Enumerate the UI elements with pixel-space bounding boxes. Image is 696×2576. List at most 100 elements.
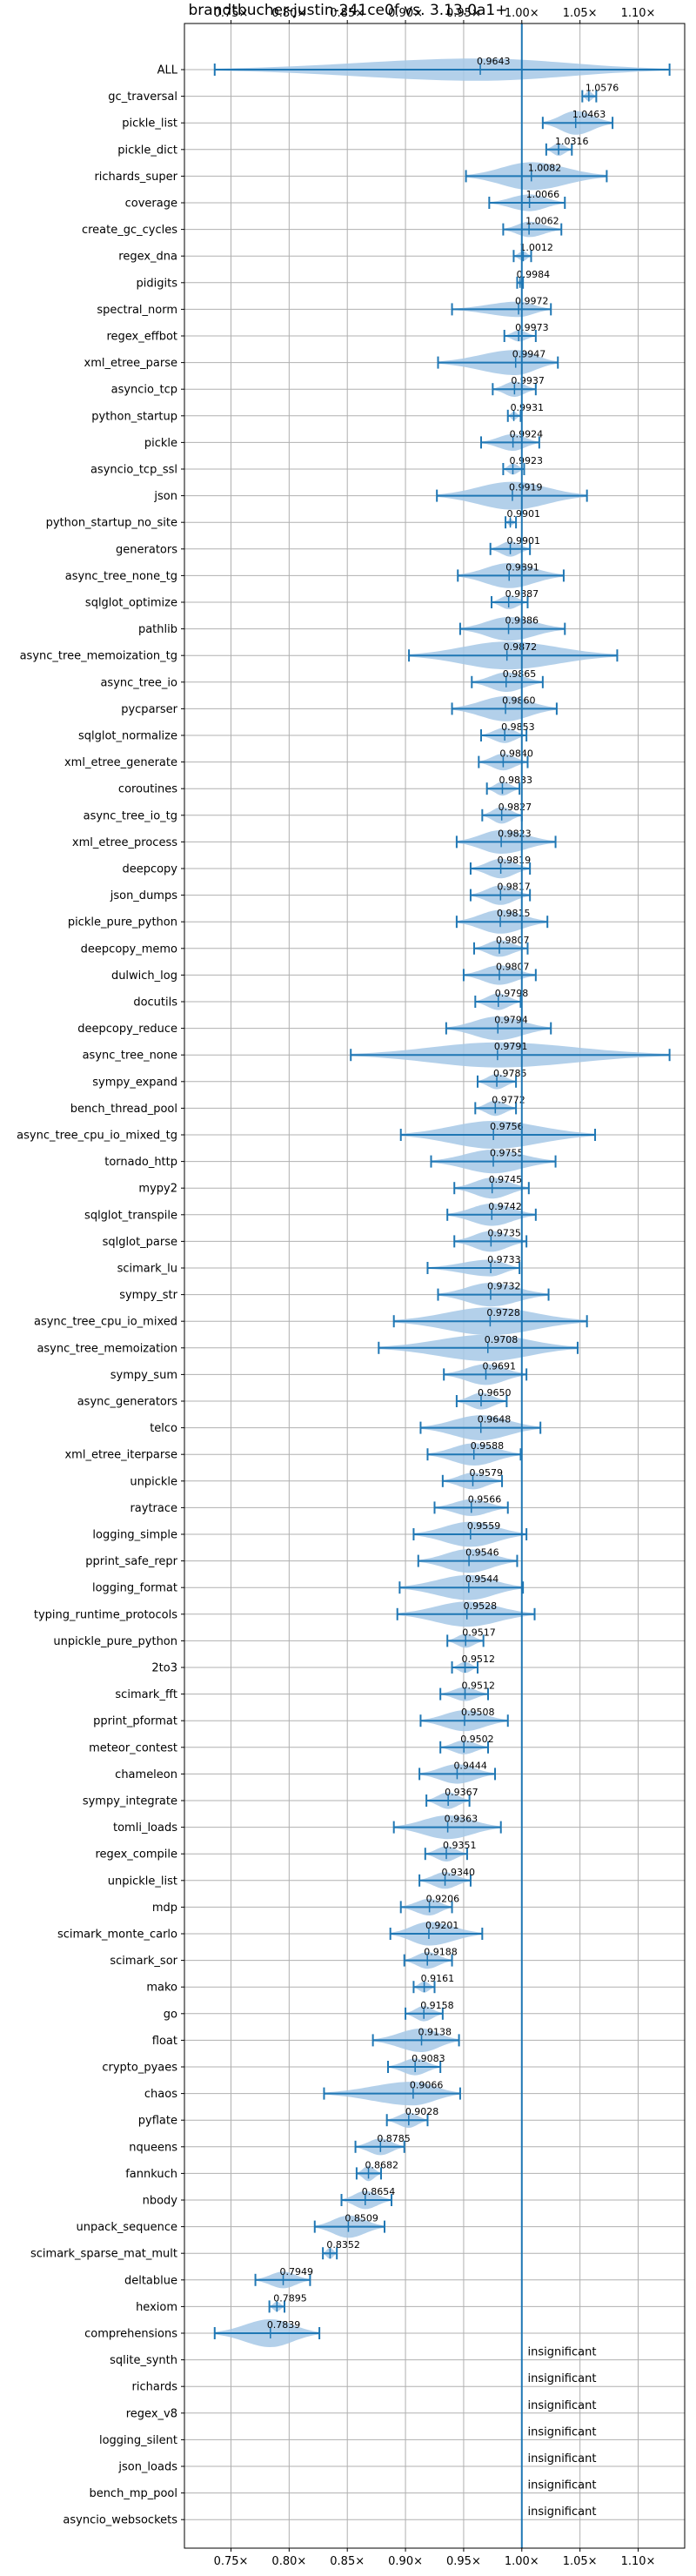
value-label: 0.9650 — [478, 1387, 512, 1399]
x-tick-label-top: 0.85× — [330, 7, 365, 20]
value-label: 0.9138 — [418, 2026, 452, 2037]
benchmark-label: comprehensions — [84, 2328, 177, 2341]
benchmark-label: create_gc_cycles — [82, 224, 177, 237]
benchmark-label: pathlib — [138, 623, 177, 636]
benchmark-label: nqueens — [129, 2141, 177, 2154]
value-label: 0.9860 — [502, 694, 536, 706]
x-tick-label-top: 0.95× — [446, 7, 481, 20]
value-label: 0.9901 — [507, 508, 541, 520]
benchmark-label: spectral_norm — [97, 304, 177, 317]
value-label: 0.9785 — [493, 1068, 527, 1079]
benchmark-label: gc_traversal — [108, 91, 177, 104]
value-label: 0.9643 — [477, 56, 511, 67]
benchmark-label: pycparser — [121, 703, 177, 716]
value-label: 0.9351 — [443, 1840, 477, 1851]
value-label: 0.9931 — [511, 402, 545, 413]
benchmark-label: unpickle_pure_python — [53, 1635, 177, 1648]
benchmark-label: regex_effbot — [106, 331, 177, 344]
value-label: 0.7949 — [280, 2266, 314, 2277]
x-tick-label-bottom: 0.85× — [330, 2555, 365, 2568]
benchmark-label: sqlglot_parse — [103, 1236, 177, 1249]
value-label: 0.9794 — [494, 1015, 528, 1026]
benchmark-label: mypy2 — [138, 1183, 177, 1196]
value-label: 0.9947 — [512, 349, 546, 360]
benchmark-label: sympy_expand — [92, 1076, 177, 1089]
value-label: 0.9817 — [497, 882, 531, 893]
value-label: 0.9444 — [453, 1760, 487, 1771]
value-label: 0.9708 — [485, 1334, 519, 1345]
benchmark-label: float — [152, 2035, 177, 2048]
benchmark-label: 2to3 — [151, 1662, 177, 1675]
benchmark-label: logging_simple — [92, 1529, 177, 1542]
value-label: 0.9772 — [492, 1094, 525, 1105]
benchmark-label: hexiom — [136, 2301, 177, 2314]
value-label: 0.9691 — [482, 1360, 516, 1372]
benchmark-label: richards_super — [94, 171, 177, 184]
value-label: 0.9588 — [471, 1440, 505, 1452]
benchmark-label: sqlglot_transpile — [84, 1209, 177, 1222]
value-label: 0.9188 — [424, 1947, 458, 1958]
insignificant-label: insignificant — [527, 2425, 596, 2438]
benchmark-label: regex_v8 — [126, 2407, 177, 2420]
x-tick-label-bottom: 1.05× — [563, 2555, 598, 2568]
benchmark-label: scimark_monte_carlo — [57, 1929, 177, 1942]
x-tick-label-top: 1.10× — [621, 7, 656, 20]
value-label: 0.9791 — [494, 1041, 528, 1052]
benchmark-label: json — [153, 490, 177, 503]
benchmark-label: async_tree_none — [83, 1050, 177, 1063]
x-tick-label-top: 0.75× — [214, 7, 249, 20]
value-label: 0.9755 — [490, 1148, 524, 1159]
value-label: 0.9756 — [490, 1121, 524, 1132]
value-label: 0.9742 — [488, 1201, 522, 1212]
benchmark-label: unpickle_list — [108, 1875, 177, 1888]
value-label: 0.9937 — [511, 375, 545, 386]
benchmark-label: asyncio_websockets — [63, 2514, 177, 2527]
value-label: 0.9528 — [464, 1600, 498, 1612]
benchmark-label: richards — [132, 2381, 178, 2394]
benchmark-label: pidigits — [137, 277, 178, 290]
value-label: 1.0576 — [586, 83, 619, 94]
benchmark-label: xml_etree_iterparse — [64, 1449, 177, 1462]
value-label: 0.9923 — [509, 455, 543, 466]
insignificant-label: insignificant — [527, 2506, 596, 2519]
benchmark-label: async_tree_io_tg — [84, 809, 177, 822]
value-label: 0.9508 — [461, 1707, 495, 1718]
value-label: 0.9028 — [405, 2106, 439, 2117]
value-label: 0.9919 — [509, 482, 543, 493]
benchmark-label: ALL — [157, 64, 178, 77]
insignificant-label: insignificant — [527, 2479, 596, 2492]
value-label: 0.9833 — [499, 775, 532, 786]
benchmark-label: pprint_pformat — [93, 1715, 177, 1728]
benchmark-label: async_tree_cpu_io_mixed_tg — [17, 1130, 177, 1143]
value-label: 0.9735 — [487, 1227, 521, 1238]
benchmark-label: pickle_list — [122, 117, 177, 131]
plot-frame — [184, 23, 686, 2549]
benchmark-label: deepcopy — [122, 863, 177, 876]
benchmark-label: asyncio_tcp_ssl — [90, 464, 177, 477]
benchmark-label: json_loads — [117, 2461, 177, 2474]
benchmark-label: logging_format — [92, 1582, 177, 1595]
value-label: 0.9840 — [499, 748, 533, 760]
value-label: 0.9340 — [442, 1867, 476, 1878]
benchmark-label: go — [164, 2008, 177, 2021]
benchmark-label: scimark_sor — [110, 1955, 177, 1968]
value-label: 0.9066 — [410, 2080, 444, 2091]
benchmark-label: deepcopy_reduce — [77, 1023, 177, 1036]
benchmark-label: sympy_sum — [110, 1369, 177, 1382]
benchmark-label: scimark_lu — [117, 1263, 177, 1276]
benchmark-label: pickle — [144, 437, 177, 450]
benchmark-label: async_tree_io — [100, 676, 177, 689]
benchmark-label: scimark_fft — [115, 1688, 177, 1701]
value-label: 0.8654 — [362, 2186, 396, 2197]
benchmark-label: sympy_str — [119, 1289, 177, 1302]
value-label: 0.9158 — [420, 2000, 453, 2011]
benchmark-label: sqlglot_normalize — [78, 730, 177, 743]
benchmark-label: dulwich_log — [111, 969, 177, 983]
benchmark-label: bench_thread_pool — [70, 1103, 177, 1116]
value-label: 0.9827 — [499, 802, 532, 813]
benchmark-label: sqlite_synth — [110, 2354, 177, 2367]
x-tick-label-bottom: 1.00× — [505, 2555, 539, 2568]
x-tick-label-top: 1.05× — [563, 7, 598, 20]
value-label: 0.9872 — [504, 641, 538, 653]
chart-title: brandtbucher-justin-241ce0f vs. 3.13.0a1… — [188, 2, 508, 19]
